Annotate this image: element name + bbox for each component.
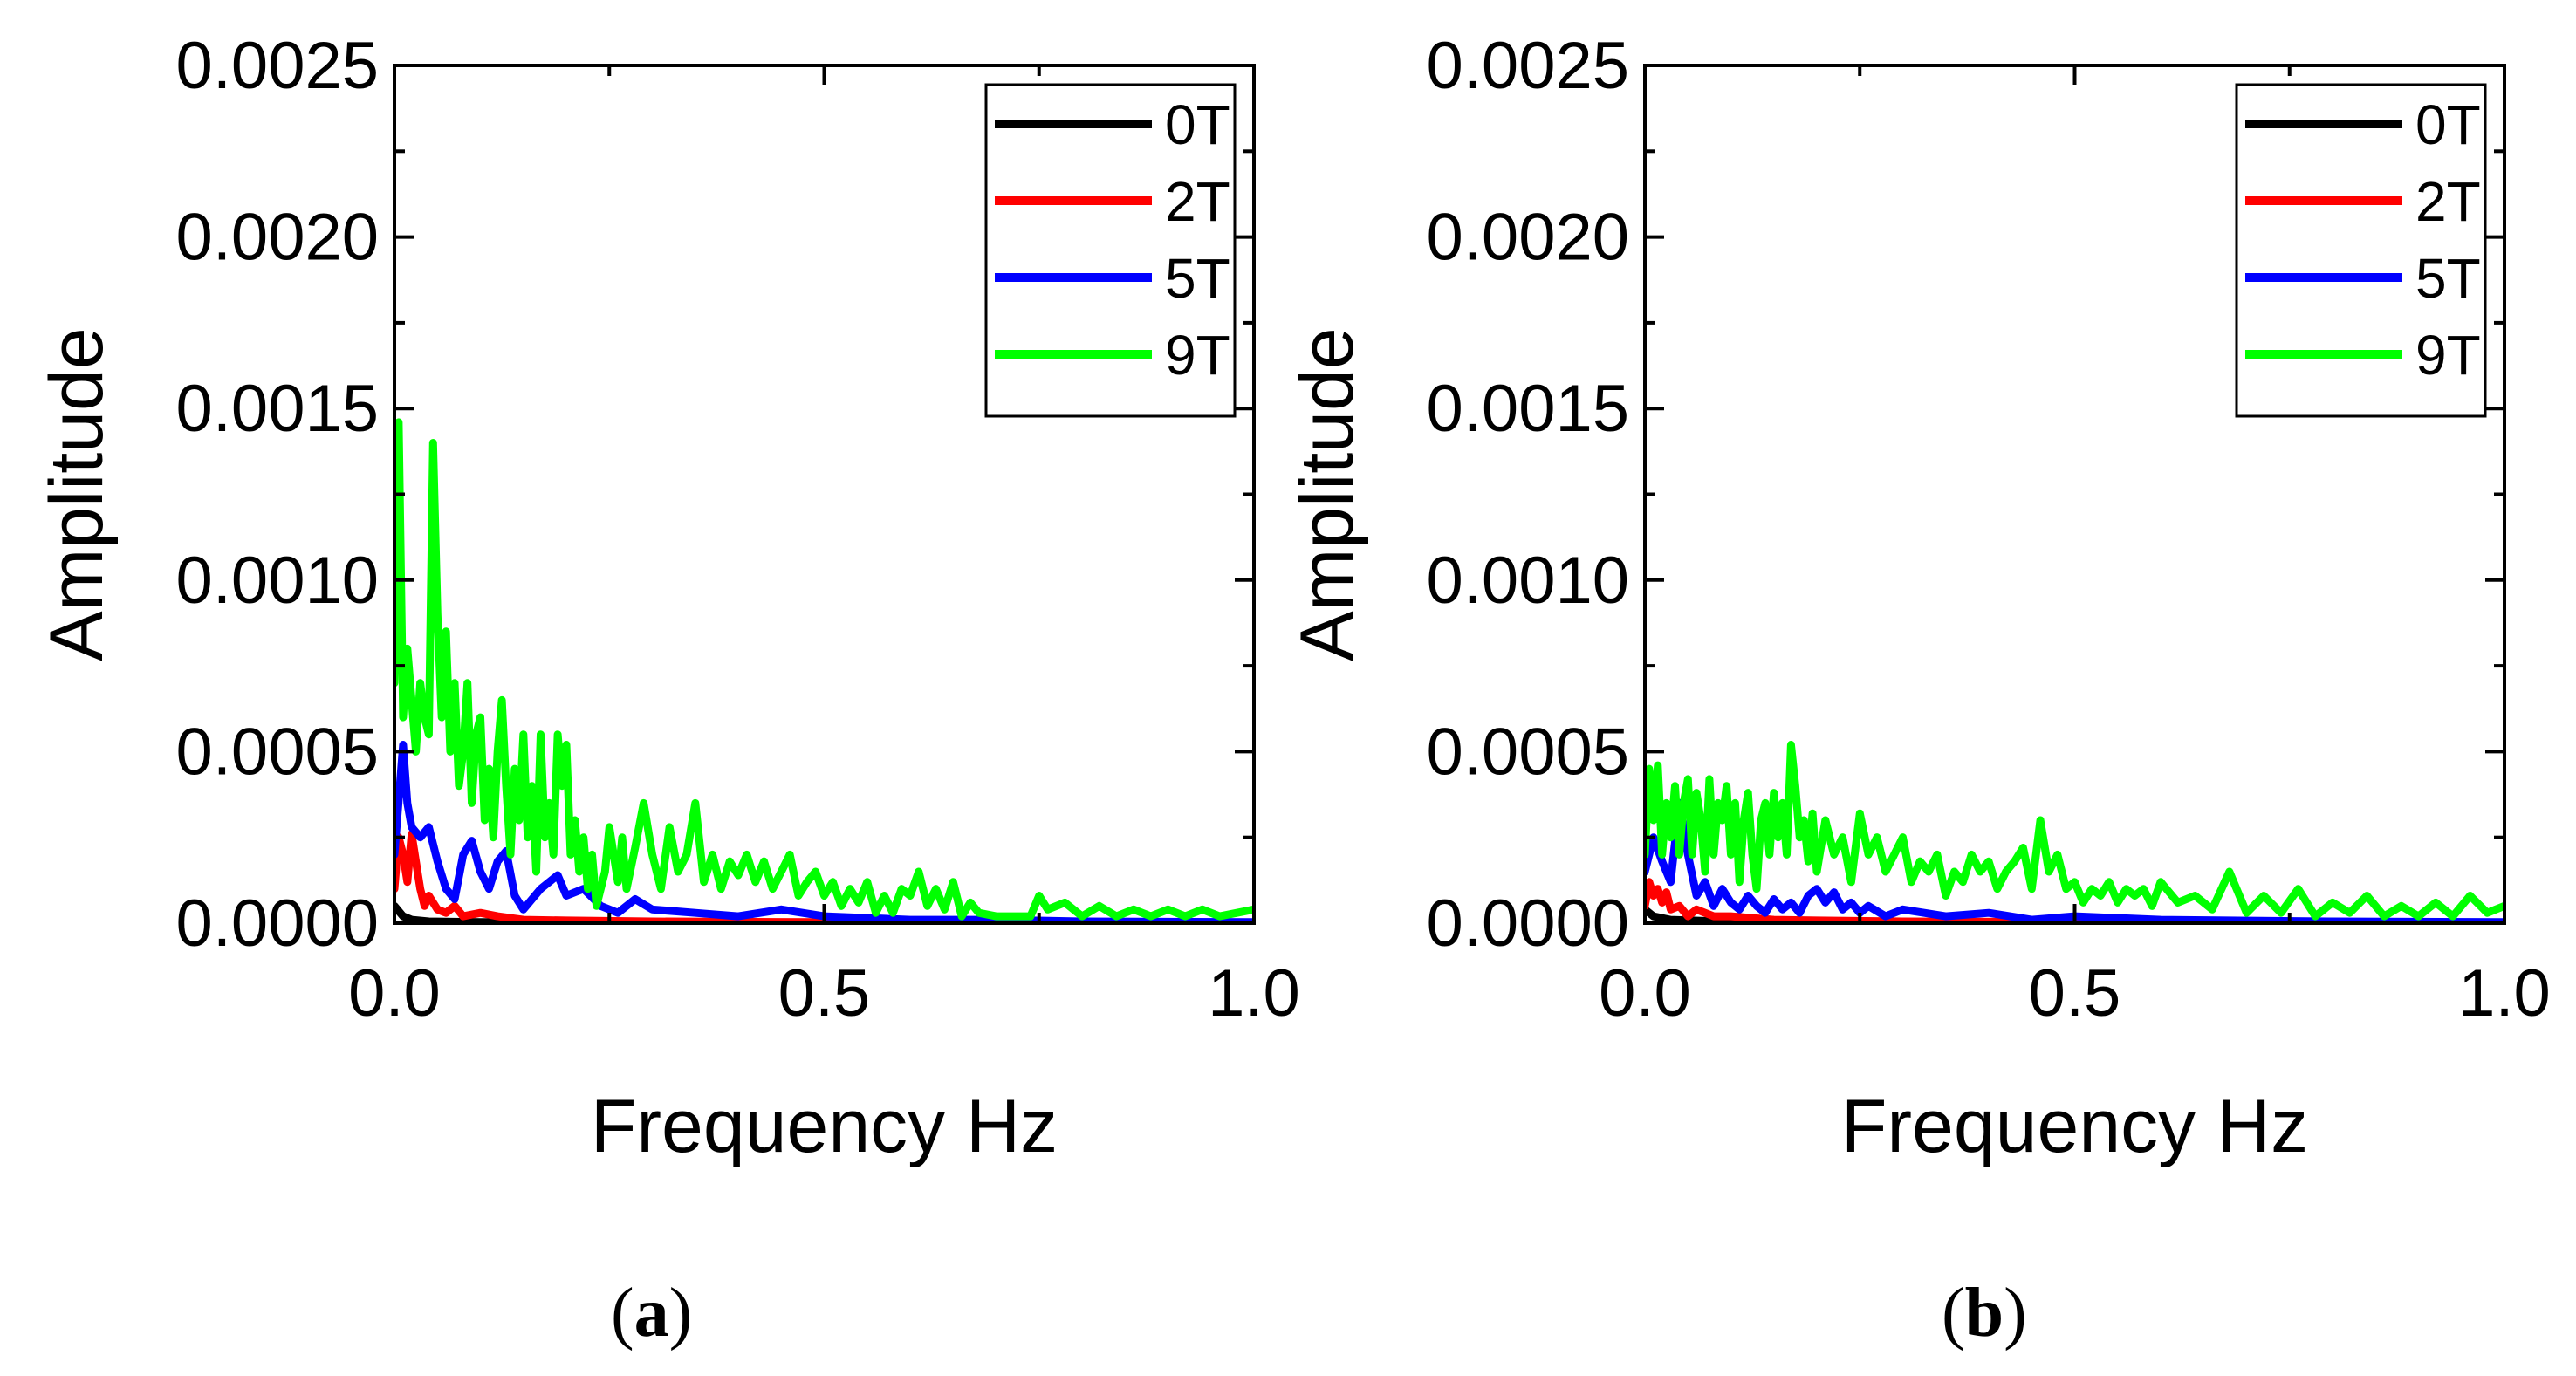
series-group: [394, 418, 1254, 923]
y-tick-label: 0.0015: [176, 372, 379, 446]
legend: 0T 2T 5T 9T: [2235, 83, 2487, 418]
y-tick-label: 0.0000: [176, 887, 379, 961]
y-axis-title: Amplitude: [35, 327, 119, 661]
legend-label-2T: 2T: [2415, 170, 2481, 233]
y-tick-label: 0.0005: [1427, 715, 1629, 789]
caption-b: (b): [1942, 1275, 2027, 1352]
x-tick-label: 0.0: [348, 956, 441, 1030]
y-tick-label: 0.0025: [176, 29, 379, 103]
series-group: [1645, 741, 2504, 923]
legend-label-0T: 0T: [2415, 93, 2481, 156]
series-line-9T: [1645, 741, 2504, 921]
y-tick-label: 0.0025: [1427, 29, 1629, 103]
caption-b-letter: b: [1964, 1275, 2004, 1352]
legend-label-2T: 2T: [1165, 170, 1230, 233]
series-line-5T: [394, 741, 1254, 923]
y-tick-label: 0.0000: [1427, 887, 1629, 961]
x-tick-label: 0.0: [1599, 956, 1691, 1030]
x-tick-label: 1.0: [2458, 956, 2551, 1030]
legend-box: [984, 83, 1237, 418]
x-tick-label: 1.0: [1208, 956, 1300, 1030]
caption-a-letter: a: [634, 1275, 669, 1352]
legend-label-9T: 9T: [2415, 324, 2481, 387]
series-line-5T: [1645, 798, 2504, 923]
y-tick-label: 0.0020: [176, 201, 379, 275]
y-axis-title: Amplitude: [1285, 327, 1369, 661]
legend-label-9T: 9T: [1165, 324, 1230, 387]
y-tick-label: 0.0015: [1427, 372, 1629, 446]
y-tick-label: 0.0010: [176, 544, 379, 618]
legend-label-5T: 5T: [2415, 247, 2481, 310]
series-line-2T: [394, 830, 1254, 923]
x-axis-title: Frequency Hz: [1841, 1085, 2308, 1168]
x-axis-title: Frequency Hz: [591, 1085, 1058, 1168]
x-tick-label: 0.5: [778, 956, 871, 1030]
panel-b: 0.0000 0.0005 0.0010 0.0015 0.0020 0.0025 0.0 0…: [1285, 29, 2551, 1168]
legend-label-0T: 0T: [1165, 93, 1230, 156]
y-tick-label: 0.0010: [1427, 544, 1629, 618]
y-tick-label: 0.0005: [176, 715, 379, 789]
y-tick-label: 0.0020: [1427, 201, 1629, 275]
legend: 0T 2T 5T 9T: [984, 83, 1237, 418]
series-line-9T: [394, 418, 1254, 921]
panel-a: 0.0000 0.0005 0.0010 0.0015 0.0020 0.0025 0.0 0…: [35, 29, 1300, 1168]
legend-label-5T: 5T: [1165, 247, 1230, 310]
x-tick-label: 0.5: [2029, 956, 2121, 1030]
series-line-2T: [1645, 878, 2504, 923]
legend-box: [2235, 83, 2487, 418]
caption-a: (a): [611, 1275, 693, 1352]
